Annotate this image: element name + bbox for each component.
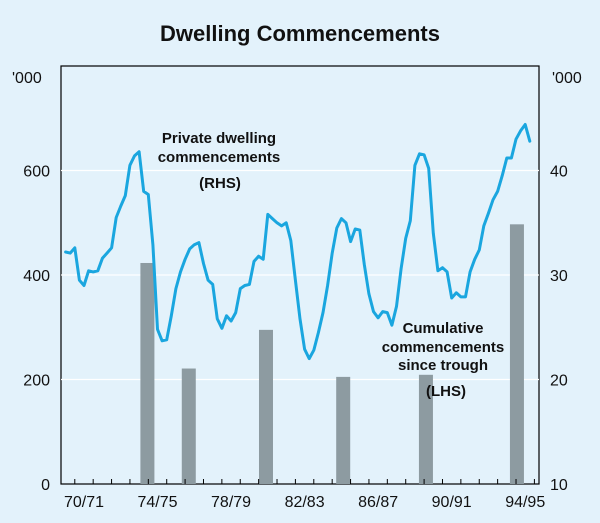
bar-axis-note: (LHS) (426, 383, 466, 400)
bar (140, 262, 155, 484)
bar (181, 368, 196, 484)
line-annotation: Private dwelling commencements (RHS) (158, 130, 281, 192)
bar-series (140, 224, 524, 484)
line-axis-note: (RHS) (199, 175, 241, 192)
x-tick-label: 78/79 (211, 494, 251, 511)
line-label-2: commencements (158, 149, 281, 166)
x-tick-label: 82/83 (285, 494, 325, 511)
left-tick-label: 0 (41, 477, 50, 494)
line-series (64, 123, 532, 361)
bar (258, 329, 273, 484)
bar-label-2: commencements (382, 339, 505, 356)
x-tick-label: 70/71 (64, 494, 104, 511)
plot-area (60, 65, 540, 485)
x-tick-marks (74, 479, 535, 484)
x-tick-label: 94/95 (505, 494, 545, 511)
right-axis-unit: '000 (552, 70, 582, 87)
right-tick-label: 40 (550, 164, 568, 181)
bar-label-1: Cumulative (403, 320, 484, 337)
left-tick-label: 400 (23, 268, 50, 285)
bar-label-3: since trough (398, 357, 488, 374)
left-tick-label: 200 (23, 373, 50, 390)
bar-annotation: Cumulative commencements since trough (L… (382, 320, 505, 400)
right-tick-label: 20 (550, 373, 568, 390)
left-tick-label: 600 (23, 164, 50, 181)
right-tick-label: 30 (550, 268, 568, 285)
bar (509, 224, 524, 484)
x-axis: 70/71 74/75 78/79 82/83 86/87 90/91 94/95 (64, 494, 545, 511)
right-axis: 10 20 30 40 (550, 164, 568, 495)
line-label-1: Private dwelling (162, 130, 276, 147)
x-tick-label: 90/91 (432, 494, 472, 511)
x-tick-label: 74/75 (137, 494, 177, 511)
x-tick-label: 86/87 (358, 494, 398, 511)
bar (418, 374, 433, 484)
left-axis: 0 200 400 600 (23, 164, 50, 495)
left-axis-unit: '000 (12, 70, 42, 87)
chart-title: Dwelling Commencements (160, 21, 440, 46)
right-tick-label: 10 (550, 477, 568, 494)
bar (336, 376, 351, 484)
